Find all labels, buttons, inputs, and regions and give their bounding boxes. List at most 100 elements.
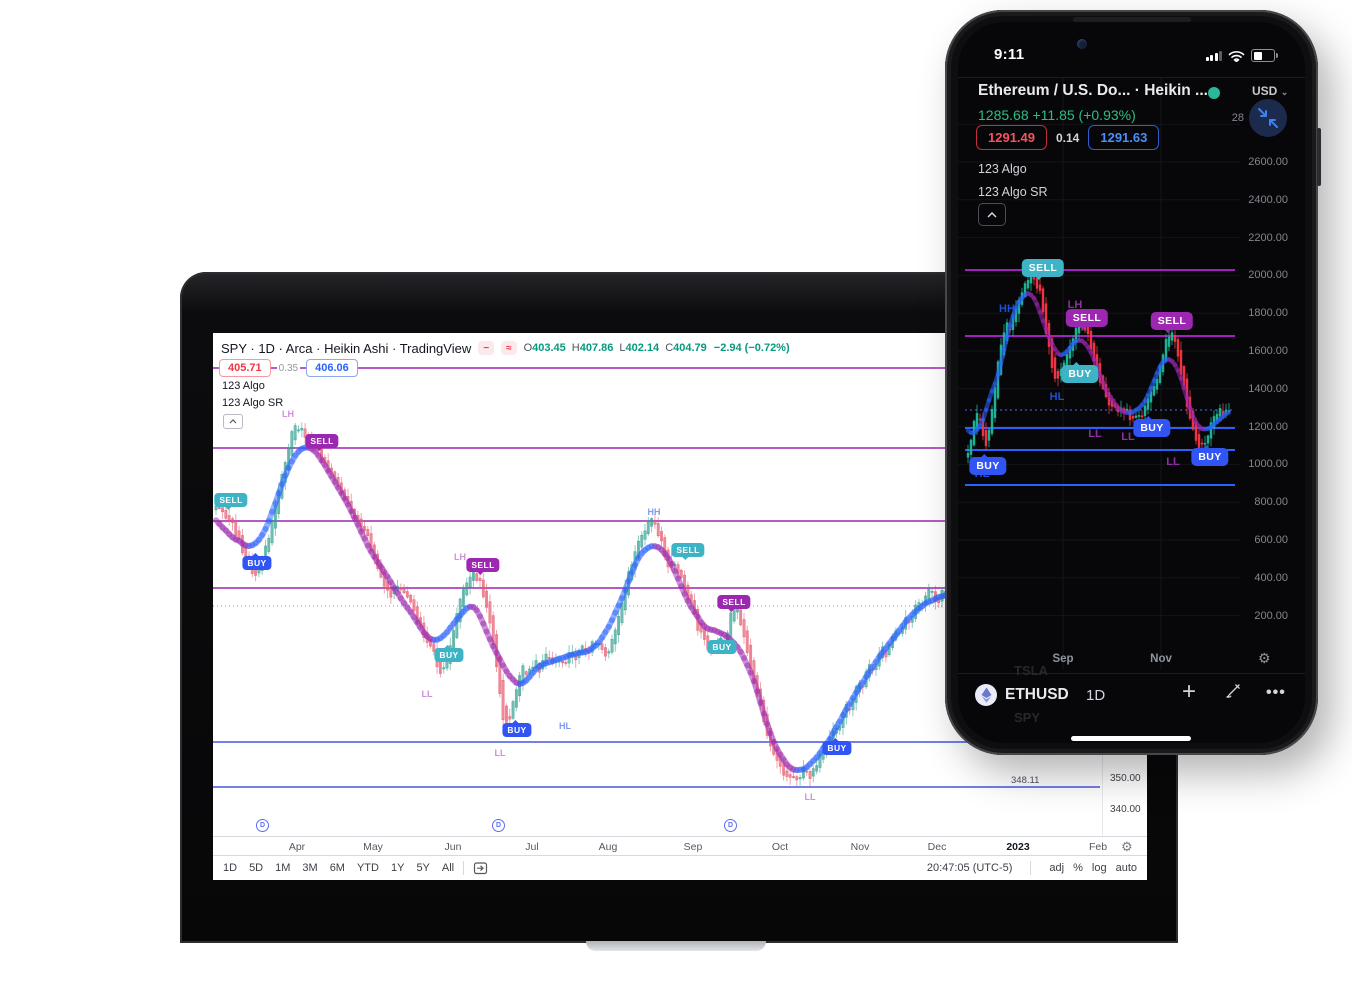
ohlc-values: O403.45 H407.86 L402.14 C404.79: [524, 342, 707, 354]
sell-chip: SELL: [466, 558, 500, 575]
spread-value: 0.14: [1056, 130, 1080, 145]
battery-icon: [1251, 49, 1278, 62]
market-open-dot: [1208, 87, 1220, 99]
phone-side-button: [1317, 128, 1321, 186]
range-button-5d[interactable]: 5D: [249, 862, 264, 874]
time-axis-label: Dec: [927, 841, 947, 853]
more-icon[interactable]: •••: [1266, 684, 1286, 701]
laptop-bottom-toolbar: 1D 5D 1M 3M 6M YTD 1Y 5Y All 20:47:05 (UTC-5) ad…: [213, 855, 1147, 880]
buy-chip: BUY: [242, 553, 272, 570]
time-axis-label: Sep: [683, 841, 703, 853]
add-icon[interactable]: +: [1182, 678, 1197, 705]
laptop-bid-ask-row: 405.71 0.35 406.06: [219, 359, 358, 377]
indicator-error-icon[interactable]: −: [478, 341, 495, 355]
gear-icon[interactable]: ⚙: [1258, 650, 1271, 666]
time-axis-label: Aug: [598, 841, 618, 853]
phone-speaker: [1072, 17, 1191, 22]
spread-value: 0.35: [276, 362, 301, 374]
symbol-title[interactable]: SPY · 1D · Arca · Heikin Ashi · TradingV…: [221, 340, 472, 356]
front-camera: [1077, 39, 1087, 49]
ohlc-pair: L402.14: [619, 342, 660, 354]
bid-price-button[interactable]: 1291.49: [976, 125, 1047, 150]
phone-symbol-title[interactable]: Ethereum / U.S. Do... · Heikin ...: [978, 82, 1208, 99]
ohlc-pair: O403.45: [523, 342, 566, 354]
bottom-bar-divider: [958, 673, 1305, 674]
dividend-marker[interactable]: D: [724, 819, 737, 832]
indicator-label-algo-sr[interactable]: 123 Algo SR: [222, 397, 284, 409]
time-axis-label: Jul: [525, 841, 539, 853]
indicator-label-algo[interactable]: 123 Algo: [222, 380, 265, 392]
range-button-1y[interactable]: 1Y: [390, 862, 405, 874]
collapse-chart-button[interactable]: [1249, 99, 1287, 137]
toolbar-divider: [463, 861, 465, 875]
price-tick-label: 800.00: [1254, 496, 1288, 509]
change-value: −2.94 (−0.72%): [713, 342, 790, 354]
price-change: +11.85 (+0.93%): [1032, 107, 1136, 123]
go-to-date-icon[interactable]: [473, 861, 488, 875]
time-axis-label: Feb: [1088, 841, 1108, 853]
range-button-3m[interactable]: 3M: [302, 862, 318, 874]
time-axis-label: May: [363, 841, 383, 853]
sell-chip: SELL: [717, 595, 751, 612]
buy-chip: BUY: [502, 720, 532, 737]
time-axis-label: Nov: [850, 841, 870, 853]
swing-label-hl: HL: [559, 721, 571, 731]
ask-price-button[interactable]: 1291.63: [1088, 125, 1160, 150]
symbol-button[interactable]: ETHUSD: [1005, 686, 1069, 703]
swing-label-hh: HH: [647, 507, 661, 517]
price-tick-label: 2600.00: [1248, 156, 1288, 168]
gear-icon[interactable]: ⚙: [1121, 839, 1133, 854]
price-tick-partial: 28: [1231, 112, 1244, 124]
indicator-label-algo[interactable]: 123 Algo: [978, 162, 1027, 176]
time-axis-label: Jun: [444, 841, 462, 853]
range-button-6m[interactable]: 6M: [329, 862, 345, 874]
dividend-marker[interactable]: D: [492, 819, 505, 832]
clock-label[interactable]: 20:47:05 (UTC-5): [926, 862, 1013, 874]
phone-price-row: 1285.68 +11.85 (+0.93%): [978, 107, 1136, 123]
laptop-chart-area[interactable]: LH LH LL LL HL HH LL SELL BUY SELL BUY SELL BUY SELL B…: [213, 333, 1147, 836]
indicator-warning-icon[interactable]: ≈: [501, 341, 517, 355]
time-axis-label: Apr: [288, 841, 306, 853]
price-tick-label: 350.00: [1110, 773, 1141, 784]
range-button-all[interactable]: All: [441, 862, 455, 874]
buy-chip: BUY: [707, 637, 737, 654]
chevron-up-icon: [987, 211, 997, 218]
time-axis-label: Nov: [1150, 653, 1172, 665]
price-tick-label: 1400.00: [1248, 382, 1288, 395]
price-tick-label: 340.00: [1110, 804, 1141, 815]
scale-mode-auto[interactable]: auto: [1115, 862, 1137, 874]
price-tick-label: 1800.00: [1248, 307, 1288, 320]
collapse-indicators-button[interactable]: [223, 414, 243, 429]
swing-label-ll: LL: [421, 689, 433, 699]
ethereum-logo-icon: [975, 684, 997, 706]
buy-chip: BUY: [434, 645, 464, 662]
home-indicator[interactable]: [1071, 736, 1191, 741]
laptop-time-axis[interactable]: ⚙ Apr May Jun Jul Aug Sep Oct Nov Dec 2023 Feb: [213, 836, 1147, 856]
dividend-marker[interactable]: D: [256, 819, 269, 832]
toolbar-divider: [1030, 861, 1032, 875]
ohlc-pair: C404.79: [665, 342, 707, 354]
sell-chip: SELL: [671, 543, 705, 560]
range-button-5y[interactable]: 5Y: [416, 862, 430, 874]
bid-price-button[interactable]: 405.71: [219, 359, 271, 377]
indicator-label-algo-sr[interactable]: 123 Algo SR: [978, 185, 1048, 199]
draw-icon[interactable]: [1224, 682, 1242, 705]
range-button-1m[interactable]: 1M: [275, 862, 291, 874]
range-button-1d[interactable]: 1D: [223, 862, 238, 874]
interval-button[interactable]: 1D: [1086, 687, 1106, 704]
currency-selector[interactable]: USD ⌄: [1252, 84, 1289, 98]
scale-mode-log[interactable]: log: [1091, 862, 1107, 874]
time-axis-label: Oct: [771, 841, 789, 853]
scale-mode-pct[interactable]: %: [1073, 862, 1083, 874]
swing-label-ll: LL: [804, 792, 816, 802]
price-tick-label: 600.00: [1254, 534, 1288, 546]
collapse-indicators-button[interactable]: [978, 203, 1006, 226]
buy-chip: BUY: [822, 738, 852, 755]
collapse-arrows-icon: [1258, 108, 1278, 128]
price-tick-label: 200.00: [1254, 609, 1288, 622]
scale-mode-adj[interactable]: adj: [1049, 862, 1065, 874]
range-button-ytd[interactable]: YTD: [356, 862, 379, 874]
price-tick-label: 1200.00: [1248, 420, 1288, 433]
ask-price-button[interactable]: 406.06: [306, 359, 358, 377]
phone-candles-svg[interactable]: [958, 22, 1305, 743]
